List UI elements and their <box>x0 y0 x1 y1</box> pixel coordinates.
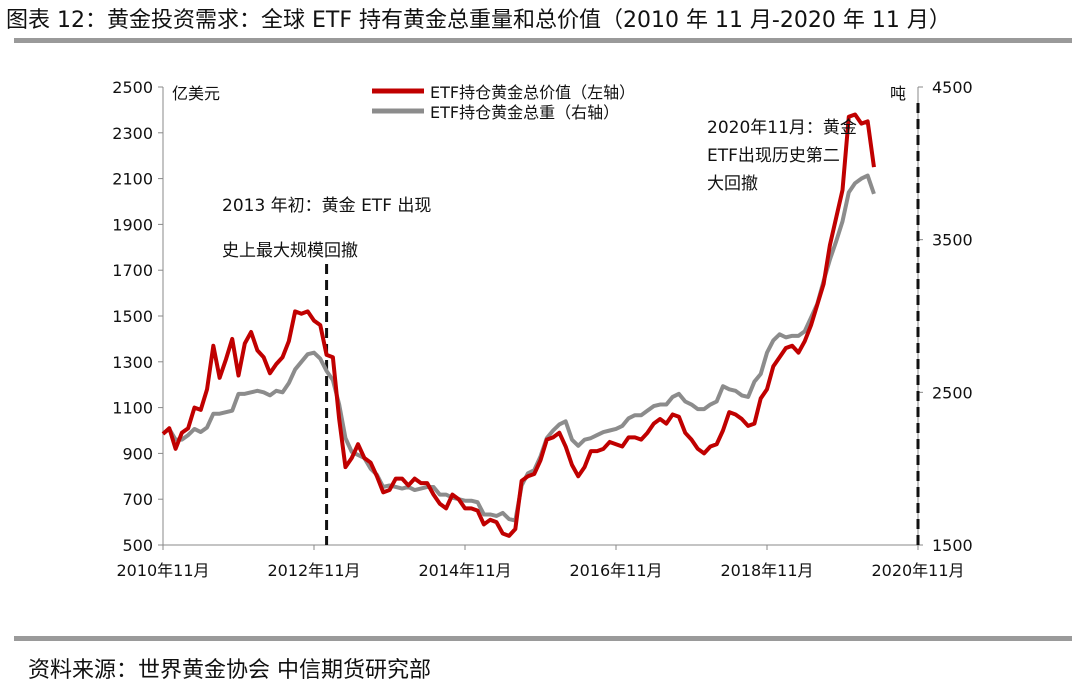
left-tick-label: 2500 <box>112 78 153 97</box>
right-tick-label: 2500 <box>932 383 973 402</box>
source-note: 资料来源：世界黄金协会 中信期货研究部 <box>28 658 431 683</box>
bottom-rule <box>14 636 1072 641</box>
right-tick-label: 4500 <box>932 78 973 97</box>
x-tick-label: 2014年11月 <box>418 561 511 580</box>
x-tick-label: 2016年11月 <box>569 561 662 580</box>
figure-title: 图表 12：黄金投资需求：全球 ETF 持有黄金总重量和总价值（2010 年 1… <box>6 8 951 33</box>
legend-label-value: ETF持仓黄金总价值（左轴） <box>430 83 635 102</box>
annotation-2020-line2: ETF出现历史第二 <box>707 146 840 166</box>
right-tick-label: 3500 <box>932 231 973 250</box>
left-tick-label: 1700 <box>112 261 153 280</box>
series-line-value <box>161 112 876 538</box>
annotation-2020-line3: 大回撤 <box>707 174 758 194</box>
series-line-weight <box>161 173 876 523</box>
left-tick-label: 2100 <box>112 170 153 189</box>
annotation-2013-line2: 史上最大规模回撤 <box>222 241 358 261</box>
annotation-2013-line1: 2013 年初：黄金 ETF 出现 <box>222 196 431 216</box>
x-tick-label: 2012年11月 <box>267 561 360 580</box>
legend-label-weight: ETF持仓黄金总重（右轴） <box>430 103 619 122</box>
x-tick-label: 2010年11月 <box>116 561 209 580</box>
x-tick-label: 2020年11月 <box>871 561 964 580</box>
left-tick-label: 500 <box>122 536 153 555</box>
left-tick-label: 1300 <box>112 353 153 372</box>
right-tick-label: 1500 <box>932 536 973 555</box>
annotation-2020-line1: 2020年11月：黄金 <box>707 118 857 138</box>
right-axis-unit: 吨 <box>890 84 906 103</box>
left-tick-label: 1500 <box>112 307 153 326</box>
left-tick-label: 1900 <box>112 215 153 234</box>
left-axis-unit: 亿美元 <box>172 84 220 103</box>
top-rule <box>14 38 1072 43</box>
left-tick-label: 700 <box>122 490 153 509</box>
left-tick-label: 1100 <box>112 399 153 418</box>
left-tick-label: 2300 <box>112 124 153 143</box>
left-tick-label: 900 <box>122 444 153 463</box>
x-tick-label: 2018年11月 <box>720 561 813 580</box>
